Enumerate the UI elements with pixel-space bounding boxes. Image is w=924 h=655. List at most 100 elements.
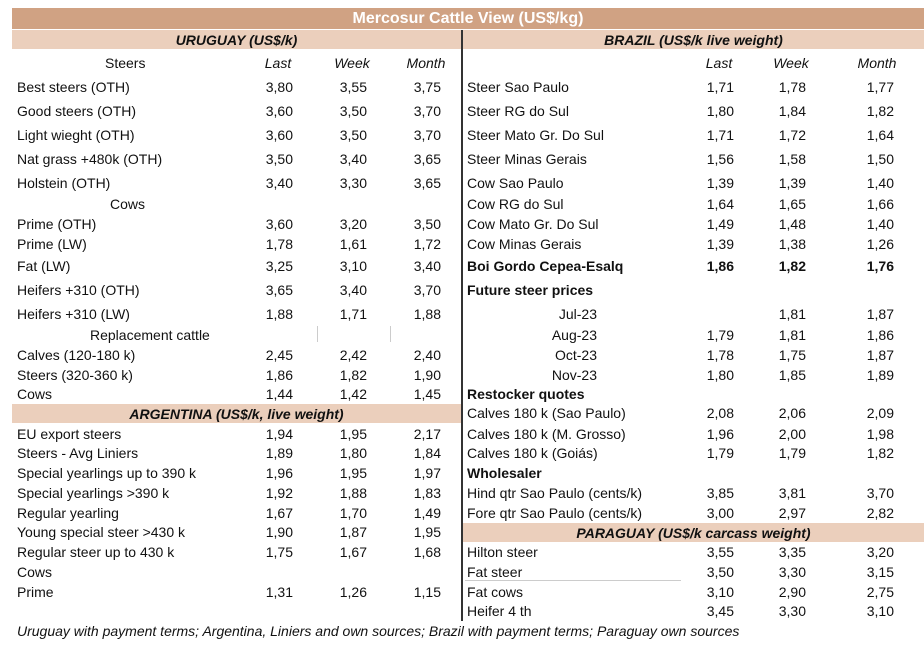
row-label: Jul-23 [558, 306, 597, 322]
value-last: 3,60 [265, 127, 293, 143]
value-week: 1,61 [339, 236, 367, 252]
row-label: Steer RG do Sul [467, 103, 569, 119]
row-label: Hilton steer [467, 544, 538, 560]
row-label: EU export steers [17, 426, 122, 442]
column-header-month: Month [406, 55, 446, 71]
value-last: 1,71 [706, 127, 734, 143]
value-week: 3,50 [339, 103, 367, 119]
column-header-week: Week [773, 55, 809, 71]
value-last: 1,49 [706, 216, 734, 232]
value-month: 3,20 [866, 544, 894, 560]
value-week: 3,30 [778, 603, 806, 619]
value-last: 3,65 [265, 282, 293, 298]
value-month: 1,89 [866, 367, 894, 383]
row-label: Cows [17, 564, 53, 580]
value-last: 3,80 [265, 79, 293, 95]
value-month: 1,26 [866, 236, 894, 252]
value-last: 1,78 [265, 236, 293, 252]
row-label: Calves 180 k (Goiás) [467, 445, 598, 461]
row-label: Light wieght (OTH) [17, 127, 135, 143]
value-last: 3,00 [706, 505, 734, 521]
value-last: 1,90 [265, 524, 293, 540]
value-week: 1,58 [778, 151, 806, 167]
row-label: Good steers (OTH) [17, 103, 137, 119]
value-month: 3,65 [413, 151, 441, 167]
value-week: 1,88 [339, 485, 367, 501]
value-last: 1,71 [706, 79, 734, 95]
value-last: 1,88 [265, 306, 293, 322]
row-label: Calves 180 k (M. Grosso) [467, 426, 626, 442]
row-label: Fore qtr Sao Paulo (cents/k) [467, 505, 643, 521]
value-last: 3,60 [265, 103, 293, 119]
row-label: Prime (OTH) [17, 216, 97, 232]
row-label: Prime [17, 584, 54, 600]
value-last: 1,44 [265, 386, 293, 402]
value-month: 1,49 [413, 505, 441, 521]
value-week: 1,79 [778, 445, 806, 461]
row-label: Prime (LW) [17, 236, 87, 252]
value-week: 1,82 [778, 258, 806, 274]
value-last: 1,75 [265, 544, 293, 560]
row-label: Future steer prices [467, 282, 594, 298]
table-title: Mercosur Cattle View (US$/kg) [12, 8, 924, 29]
row-label: Cows [17, 386, 53, 402]
value-last: 3,45 [706, 603, 734, 619]
value-last: 3,40 [265, 175, 293, 191]
value-last: 3,10 [706, 584, 734, 600]
value-month: 2,40 [413, 347, 441, 363]
value-week: 3,40 [339, 282, 367, 298]
value-week: 1,26 [339, 584, 367, 600]
value-month: 3,70 [413, 282, 441, 298]
value-month: 1,15 [413, 584, 441, 600]
value-week: 1,71 [339, 306, 367, 322]
row-label: Steers (320-360 k) [17, 367, 133, 383]
value-week: 1,38 [778, 236, 806, 252]
value-week: 1,87 [339, 524, 367, 540]
argentina-header: ARGENTINA (US$/k, live weight) [12, 404, 461, 423]
value-last: 3,55 [706, 544, 734, 560]
value-week: 1,65 [778, 196, 806, 212]
value-week: 2,42 [339, 347, 367, 363]
value-month: 3,70 [413, 103, 441, 119]
value-last: 3,50 [706, 564, 734, 580]
row-label: Heifers +310 (OTH) [17, 282, 140, 298]
row-label: Steer Minas Gerais [467, 151, 587, 167]
value-last: 1,96 [265, 465, 293, 481]
row-label: Young special steer >430 k [17, 524, 185, 540]
value-month: 1,40 [866, 175, 894, 191]
row-label: Calves (120-180 k) [17, 347, 136, 363]
row-label: Special yearlings up to 390 k [17, 465, 196, 481]
value-month: 1,88 [413, 306, 441, 322]
value-month: 1,66 [866, 196, 894, 212]
value-month: 2,17 [413, 426, 441, 442]
value-month: 1,50 [866, 151, 894, 167]
value-month: 3,75 [413, 79, 441, 95]
value-week: 1,95 [339, 465, 367, 481]
value-month: 1,40 [866, 216, 894, 232]
row-label: Cow Sao Paulo [467, 175, 564, 191]
row-label: Holstein (OTH) [17, 175, 111, 191]
value-week: 1,84 [778, 103, 806, 119]
value-month: 3,10 [866, 603, 894, 619]
value-week: 3,30 [778, 564, 806, 580]
value-month: 2,75 [866, 584, 894, 600]
value-month: 1,77 [866, 79, 894, 95]
column-header-last: Last [705, 55, 733, 71]
footnote: Uruguay with payment terms; Argentina, L… [17, 623, 740, 639]
value-last: 1,79 [706, 327, 734, 343]
divider [465, 580, 681, 581]
value-last: 1,96 [706, 426, 734, 442]
value-week: 3,50 [339, 127, 367, 143]
value-week: 1,81 [778, 306, 806, 322]
value-week: 1,42 [339, 386, 367, 402]
row-label: Regular steer up to 430 k [17, 544, 175, 560]
row-label: Steer Sao Paulo [467, 79, 569, 95]
column-divider [461, 30, 463, 621]
value-month: 3,15 [866, 564, 894, 580]
row-label: Heifers +310 (LW) [17, 306, 130, 322]
value-week: 2,06 [778, 405, 806, 421]
subsection-label: Replacement cattle [90, 327, 210, 343]
uruguay-header: URUGUAY (US$/k) [12, 30, 461, 49]
value-last: 2,45 [265, 347, 293, 363]
row-label: Cow Mato Gr. Do Sul [467, 216, 599, 232]
